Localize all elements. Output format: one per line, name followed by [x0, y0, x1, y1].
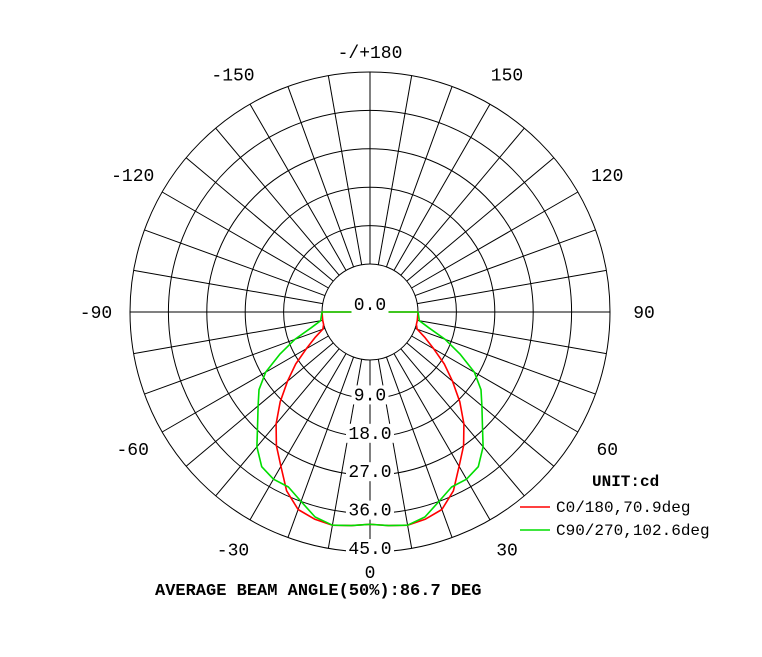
ring-label-bg-4 — [346, 500, 394, 520]
grid-spoke-80 — [417, 319, 607, 355]
grid-spoke-110 — [414, 229, 596, 297]
angle-label-9: -30 — [217, 541, 249, 561]
ring-labels: 0.0 9.0 18.0 27.0 36.0 45.0 — [346, 295, 394, 560]
ring-label-bg-0 — [351, 295, 389, 314]
grid-spoke-260 — [133, 269, 323, 305]
grid-spoke-330 — [249, 353, 347, 521]
legend: UNIT:cd C0/180,70.9deg C90/270,102.6deg — [520, 473, 710, 540]
grid-spoke-300 — [161, 335, 329, 433]
ring-label-5: 45.0 — [348, 540, 391, 560]
angle-label-10: 30 — [496, 541, 518, 561]
beam-angle-caption: AVERAGE BEAM ANGLE(50%):86.7 DEG — [155, 582, 481, 601]
ring-label-bg-3 — [346, 462, 394, 482]
angle-label-3: -120 — [111, 167, 154, 187]
angle-label-0: -/+180 — [338, 44, 403, 64]
angle-label-8: 60 — [596, 441, 618, 461]
ring-label-2: 18.0 — [348, 425, 391, 445]
grid-spoke-130 — [406, 157, 555, 282]
ring-label-bg-1 — [351, 385, 389, 405]
grid-spoke-100 — [417, 269, 607, 305]
grid-spoke-50 — [406, 342, 555, 467]
grid-spoke-200 — [287, 86, 355, 268]
grid-spoke-150 — [393, 103, 491, 271]
grid-spoke-310 — [185, 342, 334, 467]
angle-label-7: -60 — [117, 441, 149, 461]
ring-label-3: 27.0 — [348, 463, 391, 483]
unit-label: UNIT:cd — [592, 473, 659, 491]
angle-label-11: 0 — [365, 564, 376, 584]
angle-label-6: 90 — [633, 304, 655, 324]
grid-spoke-170 — [377, 75, 413, 265]
legend-label-c90: C90/270,102.6deg — [556, 522, 710, 540]
grid-spoke-40 — [400, 348, 525, 497]
grid-spoke-60 — [411, 335, 579, 433]
angle-label-5: -90 — [80, 304, 112, 324]
ring-label-0: 0.0 — [354, 296, 386, 316]
grid-spoke-320 — [215, 348, 340, 497]
grid-spoke-20 — [385, 356, 453, 538]
grid-spoke-240 — [161, 191, 329, 289]
grid-spoke-250 — [144, 229, 326, 297]
grid-spoke-340 — [287, 356, 355, 538]
grid-spoke-280 — [133, 319, 323, 355]
grid-spoke-190 — [327, 75, 363, 265]
grid-spoke-210 — [249, 103, 347, 271]
ring-label-4: 36.0 — [348, 502, 391, 522]
grid-spoke-230 — [185, 157, 334, 282]
angle-labels: -/+180 -150 150 -120 120 -90 90 -60 60 -30 30 0 — [80, 44, 655, 584]
ring-label-bg-5 — [346, 539, 394, 558]
grid-spoke-140 — [400, 127, 525, 276]
ring-label-bg-2 — [346, 423, 394, 443]
grid-spoke-220 — [215, 127, 340, 276]
ring-label-1: 9.0 — [354, 386, 386, 406]
legend-label-c0: C0/180,70.9deg — [556, 499, 690, 517]
grid-spoke-160 — [385, 86, 453, 268]
angle-label-2: 150 — [491, 67, 523, 87]
angle-label-1: -150 — [211, 67, 254, 87]
grid-spoke-120 — [411, 191, 579, 289]
angle-label-4: 120 — [591, 167, 623, 187]
grid-spoke-30 — [393, 353, 491, 521]
